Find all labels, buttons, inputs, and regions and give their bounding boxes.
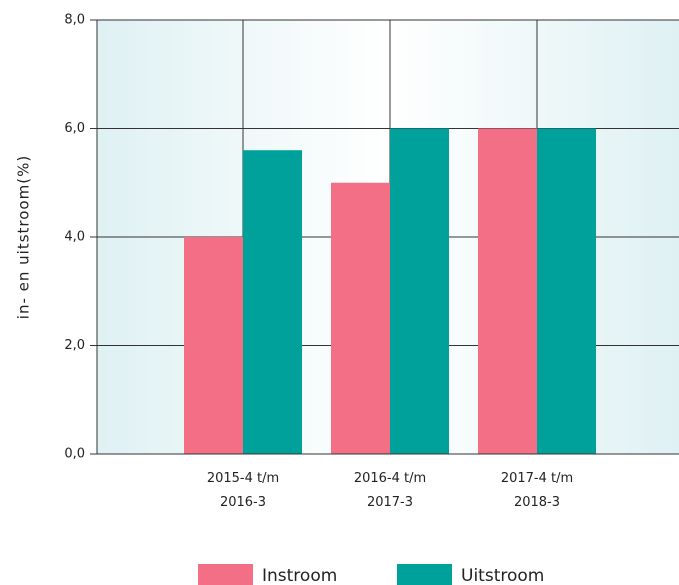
- bar: [537, 128, 596, 454]
- legend-swatch: [397, 564, 452, 585]
- bar: [184, 237, 243, 454]
- bar: [243, 150, 302, 454]
- legend-swatch: [198, 564, 253, 585]
- x-tick-label: 2017-4 t/m 2018-3: [500, 471, 574, 510]
- y-tick-label: 8,0: [64, 13, 85, 28]
- y-tick-label: 4,0: [64, 230, 85, 245]
- bar: [390, 128, 449, 454]
- y-tick-label: 0,0: [64, 447, 85, 462]
- x-tick-label: 2016-4 t/m 2017-3: [353, 471, 427, 510]
- legend-label: Instroom: [262, 566, 337, 585]
- y-axis-label: in- en uitstroom(%): [15, 155, 33, 319]
- bar: [478, 128, 537, 454]
- y-tick-label: 2,0: [64, 338, 85, 353]
- x-tick-label: 2015-4 t/m 2016-3: [206, 471, 280, 510]
- bar: [331, 182, 390, 454]
- legend-label: Uitstroom: [461, 566, 544, 585]
- y-tick-label: 6,0: [64, 121, 85, 136]
